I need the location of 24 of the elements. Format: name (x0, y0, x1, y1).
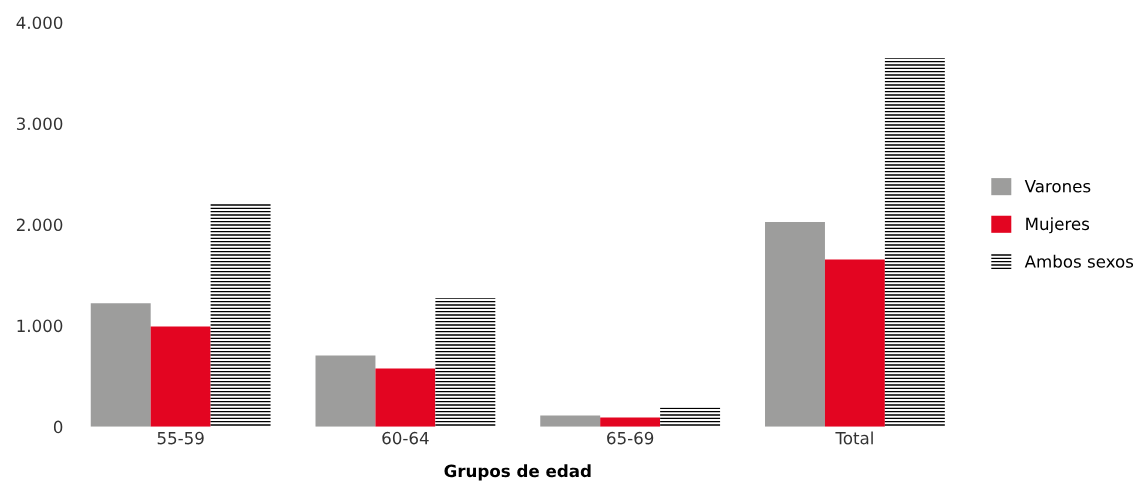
bar (540, 415, 601, 427)
bar (90, 303, 151, 427)
legend-label: Ambos sexos (1024, 254, 1134, 268)
x-axis-title: Grupos de edad (444, 464, 591, 481)
bar (435, 298, 496, 427)
y-tick-label: 4.000 (16, 16, 63, 30)
bar (150, 326, 211, 427)
legend-label: Varones (1024, 180, 1091, 193)
x-tick-label: Total (835, 431, 873, 445)
x-tick-label: 60-64 (382, 431, 429, 445)
bar (315, 355, 376, 427)
y-tick-label: 0 (53, 420, 63, 434)
x-tick-label: 55-59 (157, 431, 204, 445)
y-tick-label: 1.000 (17, 319, 63, 333)
bar (824, 259, 885, 427)
bar (765, 222, 825, 427)
bar (884, 58, 945, 427)
bar (210, 203, 271, 427)
bar (660, 407, 721, 427)
y-tick-label: 2.000 (16, 218, 63, 232)
x-tick-label: 65-69 (607, 431, 654, 445)
bar (375, 368, 436, 427)
y-tick-label: 3.000 (16, 117, 63, 131)
legend-label: Mujeres (1026, 217, 1090, 234)
